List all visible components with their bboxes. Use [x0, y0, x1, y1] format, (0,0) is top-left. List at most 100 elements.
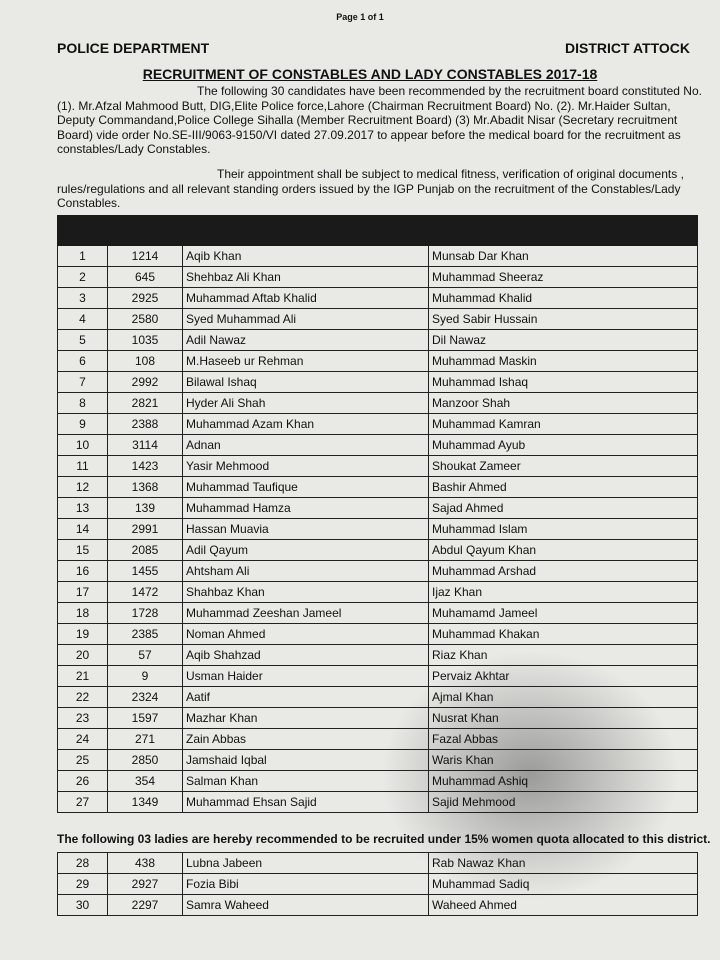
serial-cell: 30: [57, 894, 108, 916]
father-name-cell: Muhammad Arshad: [428, 560, 698, 582]
intro-paragraph: The following 30 candidates have been re…: [57, 84, 702, 156]
serial-cell: 5: [57, 329, 108, 351]
table-row: 6 108 M.Haseeb ur Rehman Muhammad Maskin: [57, 350, 698, 372]
serial-cell: 6: [57, 350, 108, 372]
candidate-name-cell: Adil Nawaz: [182, 329, 429, 351]
table-row: 29 2927 Fozia Bibi Muhammad Sadiq: [57, 873, 698, 895]
roll-no-cell: 9: [107, 665, 183, 687]
serial-cell: 1: [57, 245, 108, 267]
father-name-cell: Sajad Ahmed: [428, 497, 698, 519]
candidate-name-cell: Usman Haider: [182, 665, 429, 687]
department: POLICE DEPARTMENT: [57, 40, 210, 56]
father-name-cell: Ajmal Khan: [428, 686, 698, 708]
candidate-name-cell: Shahbaz Khan: [182, 581, 429, 603]
candidate-name-cell: Lubna Jabeen: [182, 852, 429, 874]
father-name-cell: Muhammad Ishaq: [428, 371, 698, 393]
roll-no-cell: 2324: [107, 686, 183, 708]
table-row: 13 139 Muhammad Hamza Sajad Ahmed: [57, 497, 698, 519]
table-row: 3 2925 Muhammad Aftab Khalid Muhammad Khali…: [57, 287, 698, 309]
serial-cell: 9: [57, 413, 108, 435]
roll-no-cell: 2580: [107, 308, 183, 330]
serial-cell: 12: [57, 476, 108, 498]
candidate-name-cell: Adil Qayum: [182, 539, 429, 561]
ladies-note: The following 03 ladies are hereby recom…: [57, 832, 711, 846]
father-name-cell: Muhammad Ayub: [428, 434, 698, 456]
roll-no-cell: 2385: [107, 623, 183, 645]
roll-no-cell: 354: [107, 770, 183, 792]
serial-cell: 27: [57, 791, 108, 813]
roll-no-cell: 271: [107, 728, 183, 750]
candidate-name-cell: Hyder Ali Shah: [182, 392, 429, 414]
father-name-cell: Fazal Abbas: [428, 728, 698, 750]
father-name-cell: Bashir Ahmed: [428, 476, 698, 498]
father-name-cell: Riaz Khan: [428, 644, 698, 666]
table-header-row: [57, 215, 698, 246]
roll-no-cell: 1472: [107, 581, 183, 603]
serial-cell: 7: [57, 371, 108, 393]
serial-cell: 4: [57, 308, 108, 330]
table-row: 8 2821 Hyder Ali Shah Manzoor Shah: [57, 392, 698, 414]
candidate-name-cell: Hassan Muavia: [182, 518, 429, 540]
candidates-table: 1 1214 Aqib Khan Munsab Dar Khan 2 6 45 Shehbaz…: [57, 215, 698, 813]
conditions-paragraph: Their appointment shall be subject to me…: [57, 167, 684, 210]
candidate-name-cell: Jamshaid Iqbal: [182, 749, 429, 771]
candidate-name-cell: Salman Khan: [182, 770, 429, 792]
roll-no-cell: 1349: [107, 791, 183, 813]
candidate-name-cell: Aqib Shahzad: [182, 644, 429, 666]
candidate-name-cell: M.Haseeb ur Rehman: [182, 350, 429, 372]
table-row: 5 1035 Adil Nawaz Dil Nawaz: [57, 329, 698, 351]
candidate-name-cell: Syed Muhammad Ali: [182, 308, 429, 330]
serial-cell: 3: [57, 287, 108, 309]
roll-no-cell: 2927: [107, 873, 183, 895]
table-row: 16 1455 Ahtsham Ali Muhammad Arshad: [57, 560, 698, 582]
father-name-cell: Manzoor Shah: [428, 392, 698, 414]
father-name-cell: Muhammad Islam: [428, 518, 698, 540]
roll-no-cell: 1597: [107, 707, 183, 729]
candidate-name-cell: Shehbaz Ali Khan: [182, 266, 429, 288]
candidate-name-cell: Muhammad Aftab Khalid: [182, 287, 429, 309]
candidate-name-cell: Zain Abbas: [182, 728, 429, 750]
candidate-name-cell: Samra Waheed: [182, 894, 429, 916]
candidate-name-cell: Muhammad Azam Khan: [182, 413, 429, 435]
serial-cell: 22: [57, 686, 108, 708]
roll-no-cell: 2821: [107, 392, 183, 414]
roll-no-cell: 2925: [107, 287, 183, 309]
roll-no-cell: 2992: [107, 371, 183, 393]
table-row: 28 438 Lubna Jabeen Rab Nawaz Khan: [57, 852, 698, 874]
serial-cell: 21: [57, 665, 108, 687]
table-row: 25 2850 Jamshaid Iqbal Waris Khan: [57, 749, 698, 771]
roll-no-cell: 438: [107, 852, 183, 874]
roll-no-cell: 1423: [107, 455, 183, 477]
table-row: 19 2385 Noman Ahmed Muhammad Khakan: [57, 623, 698, 645]
table-row: 11 1423 Yasir Mehmood Shoukat Zameer: [57, 455, 698, 477]
roll-no-cell: 2991: [107, 518, 183, 540]
serial-cell: 13: [57, 497, 108, 519]
father-name-cell: Muhammad Sheeraz: [428, 266, 698, 288]
table-row: 7 2992 Bilawal Ishaq Muhammad Ishaq: [57, 371, 698, 393]
father-name-cell: Pervaiz Akhtar: [428, 665, 698, 687]
table-row: 18 1728 Muhammad Zeeshan Jameel Muhamamd Ja…: [57, 602, 698, 624]
father-name-cell: Muhamamd Jameel: [428, 602, 698, 624]
table-row: 1 1214 Aqib Khan Munsab Dar Khan: [57, 245, 698, 267]
father-name-cell: Muhammad Sadiq: [428, 873, 698, 895]
father-name-cell: Shoukat Zameer: [428, 455, 698, 477]
page-label: Page 1 of 1: [336, 12, 384, 22]
table-row: 4 2580 Syed Muhammad Ali Syed Sabir Hussain: [57, 308, 698, 330]
serial-cell: 20: [57, 644, 108, 666]
serial-cell: 10: [57, 434, 108, 456]
table-row: 15 2085 Adil Qayum Abdul Qayum Khan: [57, 539, 698, 561]
roll-no-cell: 108: [107, 350, 183, 372]
roll-no-cell: 1728: [107, 602, 183, 624]
father-name-cell: Muhammad Khalid: [428, 287, 698, 309]
serial-cell: 26: [57, 770, 108, 792]
father-name-cell: Abdul Qayum Khan: [428, 539, 698, 561]
district: DISTRICT ATTOCK: [565, 40, 690, 56]
roll-no-cell: 3114: [107, 434, 183, 456]
candidate-name-cell: Adnan: [182, 434, 429, 456]
candidate-name-cell: Bilawal Ishaq: [182, 371, 429, 393]
serial-cell: 14: [57, 518, 108, 540]
father-name-cell: Rab Nawaz Khan: [428, 852, 698, 874]
father-name-cell: Muhammad Maskin: [428, 350, 698, 372]
roll-no-cell: 139: [107, 497, 183, 519]
table-row: 9 2388 Muhammad Azam Khan Muhammad Kamran: [57, 413, 698, 435]
